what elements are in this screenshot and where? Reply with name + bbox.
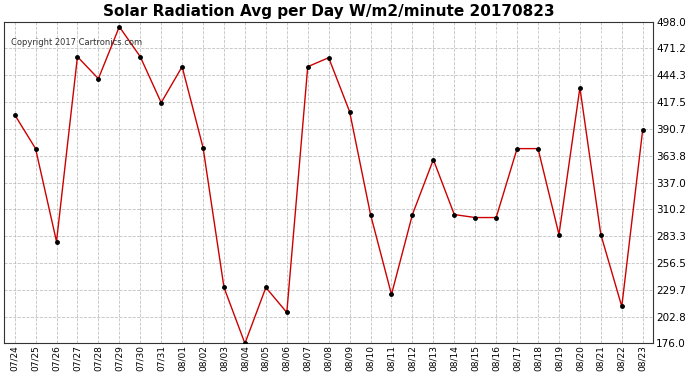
- Text: Copyright 2017 Cartronics.com: Copyright 2017 Cartronics.com: [10, 38, 141, 47]
- Title: Solar Radiation Avg per Day W/m2/minute 20170823: Solar Radiation Avg per Day W/m2/minute …: [103, 4, 555, 19]
